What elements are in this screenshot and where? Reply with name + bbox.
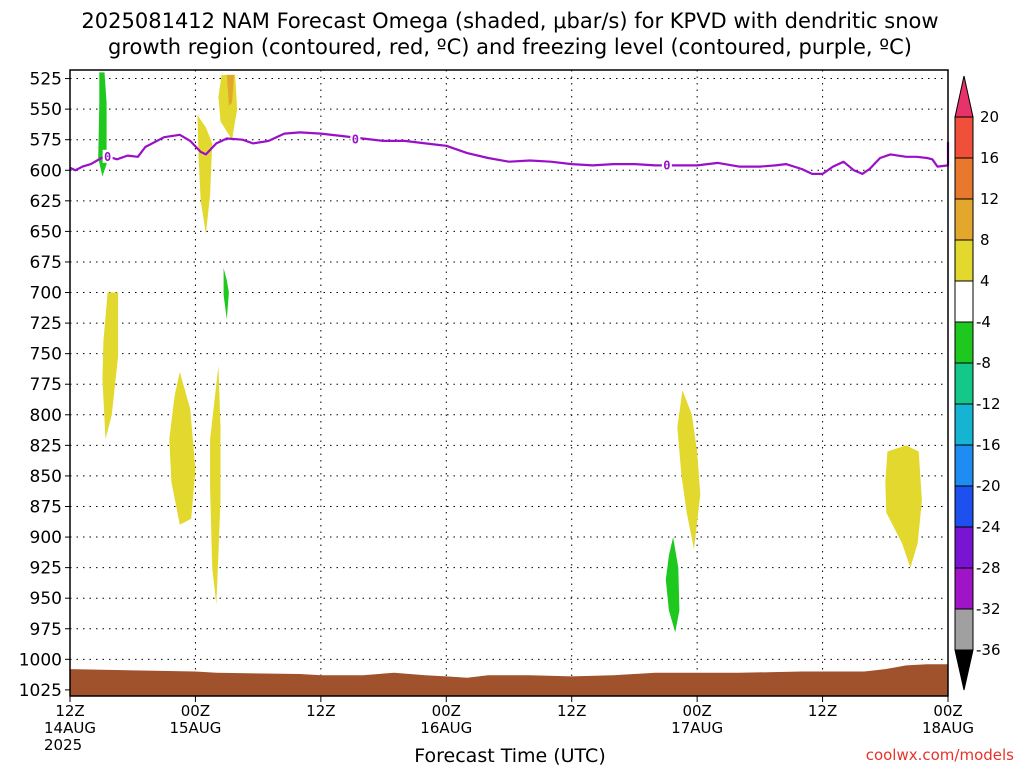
x-tick-label: 17AUG xyxy=(671,719,723,737)
x-tick-label: 14AUG xyxy=(44,719,96,737)
credit-link[interactable]: coolwx.com/models xyxy=(866,746,1014,764)
colorbar-label: 12 xyxy=(980,190,999,208)
x-tick-label: 00Z xyxy=(432,702,461,720)
y-tick-label: 575 xyxy=(30,131,62,151)
omega-region xyxy=(197,115,213,234)
omega-region xyxy=(226,74,235,106)
colorbar-label: -4 xyxy=(976,313,991,331)
y-tick-label: 775 xyxy=(30,375,62,395)
y-tick-label: 1000 xyxy=(19,650,62,670)
contour-label-bg xyxy=(661,158,672,172)
colorbar-cap-top xyxy=(954,75,974,118)
colorbar-swatch xyxy=(954,239,974,282)
colorbar-swatch xyxy=(954,608,974,651)
y-tick-label: 850 xyxy=(30,467,62,487)
x-tick-label: 12Z xyxy=(55,702,84,720)
freezing-level-line xyxy=(69,131,950,175)
colorbar-label: -12 xyxy=(976,395,1001,413)
y-tick-label: 800 xyxy=(30,406,62,426)
omega-region xyxy=(885,445,922,568)
y-tick-label: 600 xyxy=(30,161,62,181)
contour-label-bg xyxy=(102,149,113,163)
omega-shading xyxy=(98,72,922,633)
y-tick-label: 725 xyxy=(30,314,62,334)
colorbar-label: -16 xyxy=(976,436,1001,454)
x-tick-label: 00Z xyxy=(933,702,962,720)
chart-title-line-1: 2025081412 NAM Forecast Omega (shaded, μ… xyxy=(81,9,938,33)
colorbar-swatch xyxy=(954,485,974,528)
y-tick-label: 700 xyxy=(30,284,62,304)
x-tick-label: 12Z xyxy=(808,702,837,720)
omega-region xyxy=(665,537,680,633)
colorbar-swatch xyxy=(954,157,974,200)
x-tick-label: 00Z xyxy=(682,702,711,720)
colorbar-label: -36 xyxy=(976,641,1001,659)
x-tick-label: 12Z xyxy=(557,702,586,720)
x-tick-label: 15AUG xyxy=(169,719,221,737)
y-tick-label: 650 xyxy=(30,222,62,242)
colorbar-swatch xyxy=(954,116,974,159)
contour-label-bg xyxy=(350,132,361,146)
colorbar-label: 8 xyxy=(980,231,990,249)
freezing-level-label: 0 xyxy=(104,150,111,164)
y-tick-label: 550 xyxy=(30,100,62,120)
colorbar: 20 16 12 8 4 -4 -8 -12 -16 -20 -24 -28 -32 -36 xyxy=(954,75,1001,691)
colorbar-swatch xyxy=(954,280,974,323)
y-tick-label: 675 xyxy=(30,253,62,273)
y-axis: 525 550 575 600 625 650 675 700 725 750 775 800 825 8… xyxy=(19,70,70,701)
y-tick-label: 925 xyxy=(30,559,62,579)
freezing-level: 0 0 0 xyxy=(69,131,950,175)
colorbar-swatch xyxy=(954,526,974,569)
colorbar-swatch xyxy=(954,362,974,405)
ground-fill xyxy=(70,664,948,696)
freezing-level-label: 0 xyxy=(663,158,670,172)
colorbar-label: -20 xyxy=(976,477,1001,495)
colorbar-label: -32 xyxy=(976,600,1001,618)
omega-region xyxy=(210,365,221,605)
colorbar-label: -8 xyxy=(976,354,991,372)
ground xyxy=(70,664,948,696)
omega-region xyxy=(223,268,229,320)
colorbar-swatch xyxy=(954,321,974,364)
y-tick-label: 750 xyxy=(30,345,62,365)
freezing-level-label: 0 xyxy=(352,133,359,147)
x-axis-title: Forecast Time (UTC) xyxy=(414,745,605,767)
y-tick-label: 525 xyxy=(30,70,62,90)
x-tick-label: 18AUG xyxy=(922,719,974,737)
x-tick-label: 2025 xyxy=(44,736,82,754)
y-tick-label: 1025 xyxy=(19,681,62,701)
chart-title-line-2: growth region (contoured, red, ºC) and f… xyxy=(108,35,912,59)
x-tick-label: 16AUG xyxy=(420,719,472,737)
x-tick-label: 00Z xyxy=(181,702,210,720)
y-tick-label: 950 xyxy=(30,589,62,609)
colorbar-swatch xyxy=(954,567,974,610)
y-tick-label: 625 xyxy=(30,192,62,212)
y-tick-label: 875 xyxy=(30,497,62,517)
colorbar-swatch xyxy=(954,198,974,241)
colorbar-swatch xyxy=(954,403,974,446)
colorbar-swatch xyxy=(954,444,974,487)
x-tick-label: 12Z xyxy=(306,702,335,720)
y-tick-label: 900 xyxy=(30,528,62,548)
omega-region xyxy=(677,390,701,550)
y-tick-label: 975 xyxy=(30,620,62,640)
plot-frame xyxy=(69,69,949,697)
colorbar-cap-bottom xyxy=(954,649,974,691)
omega-region xyxy=(102,292,119,440)
colorbar-label: -24 xyxy=(976,518,1001,536)
y-tick-label: 825 xyxy=(30,436,62,456)
colorbar-label: 16 xyxy=(980,149,999,167)
colorbar-label: 20 xyxy=(980,108,999,126)
colorbar-label: -28 xyxy=(976,559,1001,577)
omega-region xyxy=(169,372,196,525)
colorbar-label: 4 xyxy=(980,272,990,290)
